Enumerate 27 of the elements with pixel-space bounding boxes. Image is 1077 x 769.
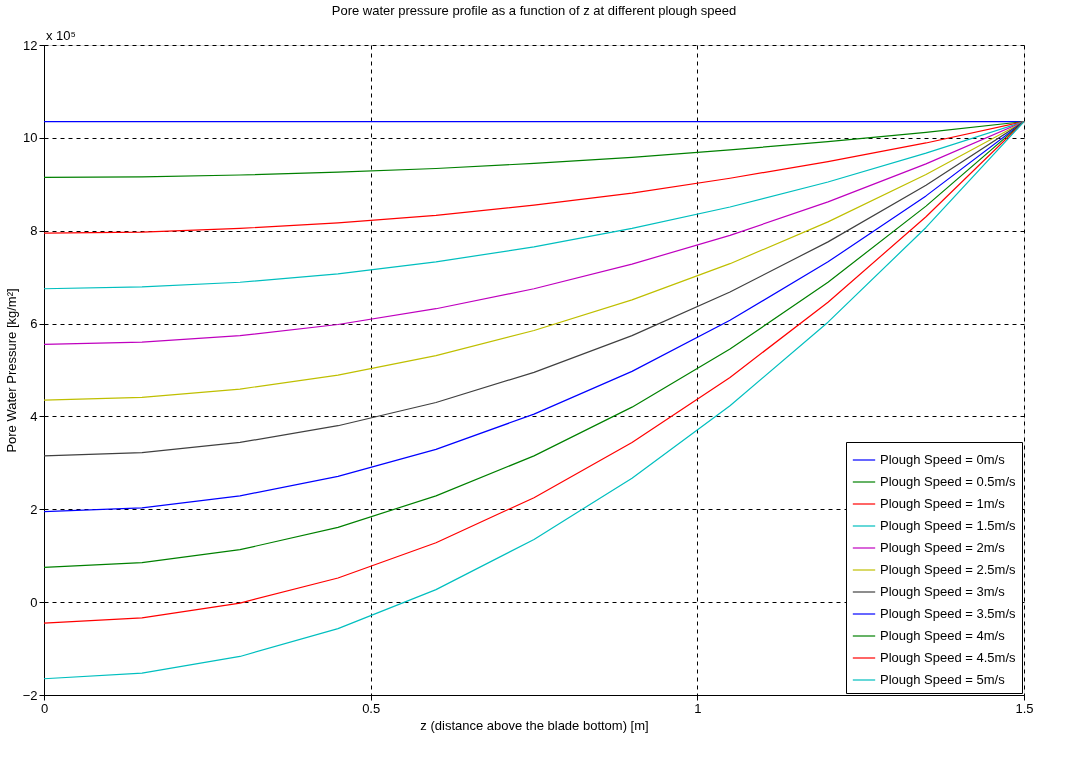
y-tick-label: 10: [23, 130, 38, 146]
y-tick-label: 0: [30, 594, 38, 610]
y-tick-label: 12: [23, 37, 38, 53]
y-tick-label: 8: [30, 223, 38, 239]
legend-label: Plough Speed = 3m/s: [880, 584, 1006, 599]
legend-label: Plough Speed = 0m/s: [880, 452, 1006, 467]
text: x 10⁵: [46, 28, 76, 43]
legend-label: Plough Speed = 4.5m/s: [880, 650, 1017, 665]
y-axis-title: Pore Water Pressure [kg/m²]: [3, 288, 19, 453]
legend-label: Plough Speed = 4m/s: [880, 628, 1006, 643]
legend-label: Plough Speed = 2m/s: [880, 540, 1006, 555]
legend-label: Plough Speed = 0.5m/s: [880, 474, 1017, 489]
legend-label: Plough Speed = 1m/s: [880, 496, 1006, 511]
x-tick-label: 0.5: [362, 700, 381, 716]
y-tick-label: 6: [30, 316, 38, 332]
x-tick-label: 1.5: [1015, 700, 1034, 716]
legend-label: Plough Speed = 3.5m/s: [880, 606, 1017, 621]
x-tick-label: 1: [694, 700, 702, 716]
x-tick-label: 0: [40, 700, 49, 716]
y-tick-label: 2: [30, 501, 38, 517]
y-tick-label: 4: [30, 408, 38, 424]
x-axis-title: z (distance above the blade bottom) [m]: [420, 717, 649, 733]
y-tick-label: −2: [22, 687, 38, 703]
legend-label: Plough Speed = 2.5m/s: [880, 562, 1017, 577]
legend-label: Plough Speed = 5m/s: [880, 672, 1006, 687]
legend-label: Plough Speed = 1.5m/s: [880, 518, 1017, 533]
chart-title: Pore water pressure profile as a function of z at different plough speed: [331, 3, 737, 18]
